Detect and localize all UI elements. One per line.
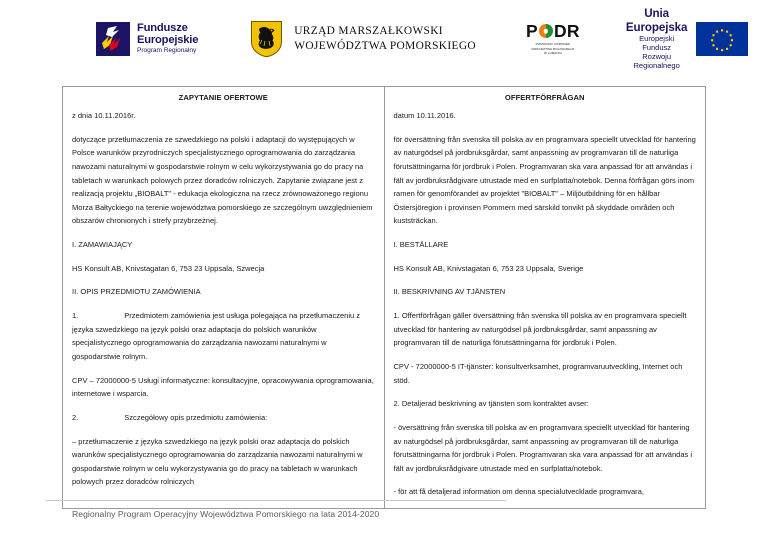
logo-unia-europejska: Unia Europejska Europejski Fundusz Rozwo…	[626, 7, 749, 70]
table-header-cell-swedish: OFFERTFÖRFRÅGAN	[383, 86, 706, 107]
podr-letter-p: P	[525, 20, 538, 41]
swedish-intro-paragraph: för översättning från svenska till polsk…	[393, 134, 696, 226]
table-header-row: ZAPYTANIE OFERTOWE OFFERTFÖRFRÅGAN	[62, 86, 706, 107]
podr-sub-line-3: W LUBANIU	[543, 50, 562, 55]
podr-leaf-circle-icon	[538, 24, 553, 39]
logo-header-bar: Fundusze Europejskie Program Regionalny …	[0, 0, 768, 78]
logo-urzad-marszalkowski: URZĄD MARSZAŁKOWSKI WOJEWÓDZTWA POMORSKI…	[250, 20, 476, 58]
swedish-item-1: 1. Offertförfrågan gäller översättning f…	[393, 311, 687, 348]
swedish-section-2-title: II. BESKRIVNING AV TJÄNSTEN	[393, 287, 506, 297]
footer-program-text: Regionalny Program Operacyjny Województw…	[72, 509, 380, 519]
column-title-swedish: OFFERTFÖRFRÅGAN	[504, 93, 585, 102]
um-line-2: WOJEWÓDZTWA POMORSKIEGO	[294, 40, 476, 52]
polish-section-2-title: II. OPIS PRZEDMIOTU ZAMÓWIENIA	[72, 287, 201, 297]
fe-line-1: Fundusze	[137, 22, 188, 35]
polish-intro-paragraph: dotyczące przetłumaczenia ze szwedzkiego…	[72, 134, 373, 226]
swedish-section-1-title: I. BESTÄLLARE	[393, 240, 449, 250]
swedish-bullet-2: - för att få detaljerad information om d…	[393, 487, 644, 497]
swedish-bullet-1: - översättning från svenska till polska …	[393, 422, 693, 473]
table-body-row: z dnia 10.11.2016r. dotyczące przetłumac…	[62, 107, 706, 510]
swedish-section-1-body: HS Konsult AB, Knivstagatan 6, 753 23 Up…	[393, 263, 584, 273]
podr-sub-line-1: POMORSKI OŚRODEK	[535, 42, 571, 47]
table-body-cell-polish: z dnia 10.11.2016r. dotyczące przetłumac…	[62, 107, 385, 510]
ue-line-2: Europejski Fundusz	[639, 33, 675, 52]
unia-europejska-wordmark: Unia Europejska Europejski Fundusz Rozwo…	[626, 7, 688, 70]
polish-cpv-code: CPV – 72000000-5 Usługi informatyczne: k…	[72, 375, 374, 399]
logo-podr: P DR POMORSKI OŚRODEK DORADZTWA ROLNICZE…	[525, 20, 580, 56]
polish-item-2: 2. Szczegółowy opis przedmiotu zamówienia…	[72, 411, 375, 425]
swedish-date: datum 10.11.2016.	[393, 111, 456, 120]
table-body-cell-swedish: datum 10.11.2016. för översättning från …	[383, 107, 706, 510]
fundusze-europejskie-wordmark: Fundusze Europejskie Program Regionalny	[137, 23, 198, 54]
polish-item-1: 1. Przedmiotem zamówienia jest usługa pol…	[72, 309, 375, 364]
podr-subtitle: POMORSKI OŚRODEK DORADZTWA ROLNICZEGO W …	[531, 42, 574, 55]
swedish-item-2: 2. Detaljerad beskrivning av tjänsten so…	[393, 399, 589, 409]
ue-line-1: Unia Europejska	[625, 7, 688, 35]
fe-line-3: Program Regionalny	[137, 46, 197, 54]
polish-bullet-1: – przetłumaczenie z języka szwedzkiego n…	[72, 436, 363, 487]
podr-letters-dr: DR	[553, 20, 580, 41]
bilingual-offer-table: ZAPYTANIE OFERTOWE OFFERTFÖRFRÅGAN z dni…	[62, 86, 706, 510]
um-line-1: URZĄD MARSZAŁKOWSKI	[294, 24, 443, 37]
polish-item-1-number: 1.	[72, 311, 79, 321]
polish-item-2-number: 2.	[72, 412, 79, 422]
fe-line-2: Europejskie	[137, 33, 199, 46]
logo-fundusze-europejskie: Fundusze Europejskie Program Regionalny	[96, 22, 198, 56]
swedish-cpv-code: CPV - 72000000-5 IT-tjänster: konsultver…	[393, 361, 683, 385]
eu-flag-icon	[696, 22, 749, 56]
podr-sub-line-2: DORADZTWA ROLNICZEGO	[531, 46, 575, 51]
column-title-polish: ZAPYTANIE OFERTOWE	[178, 93, 268, 102]
urzad-marszalkowski-wordmark: URZĄD MARSZAŁKOWSKI WOJEWÓDZTWA POMORSKI…	[294, 24, 476, 54]
podr-wordmark: P DR	[525, 20, 580, 41]
polish-date: z dnia 10.11.2016r.	[72, 111, 136, 120]
polish-section-1-title: I. ZAMAWIAJĄCY	[72, 240, 133, 250]
fundusze-europejskie-mark-icon	[96, 22, 130, 56]
page-footer: Regionalny Program Operacyjny Województw…	[46, 500, 722, 519]
footer-divider	[46, 500, 506, 501]
ue-line-3: Rozwoju Regionalnego	[633, 51, 680, 70]
polish-item-2-text: Szczegółowy opis przedmiotu zamówienia:	[124, 412, 268, 422]
pomorskie-coat-of-arms-icon	[251, 21, 283, 58]
table-header-cell-polish: ZAPYTANIE OFERTOWE	[62, 86, 385, 107]
polish-item-1-text: Przedmiotem zamówienia jest usługa poleg…	[72, 311, 361, 361]
polish-section-1-body: HS Konsult AB, Knivstagatan 6, 753 23 Up…	[72, 263, 265, 273]
